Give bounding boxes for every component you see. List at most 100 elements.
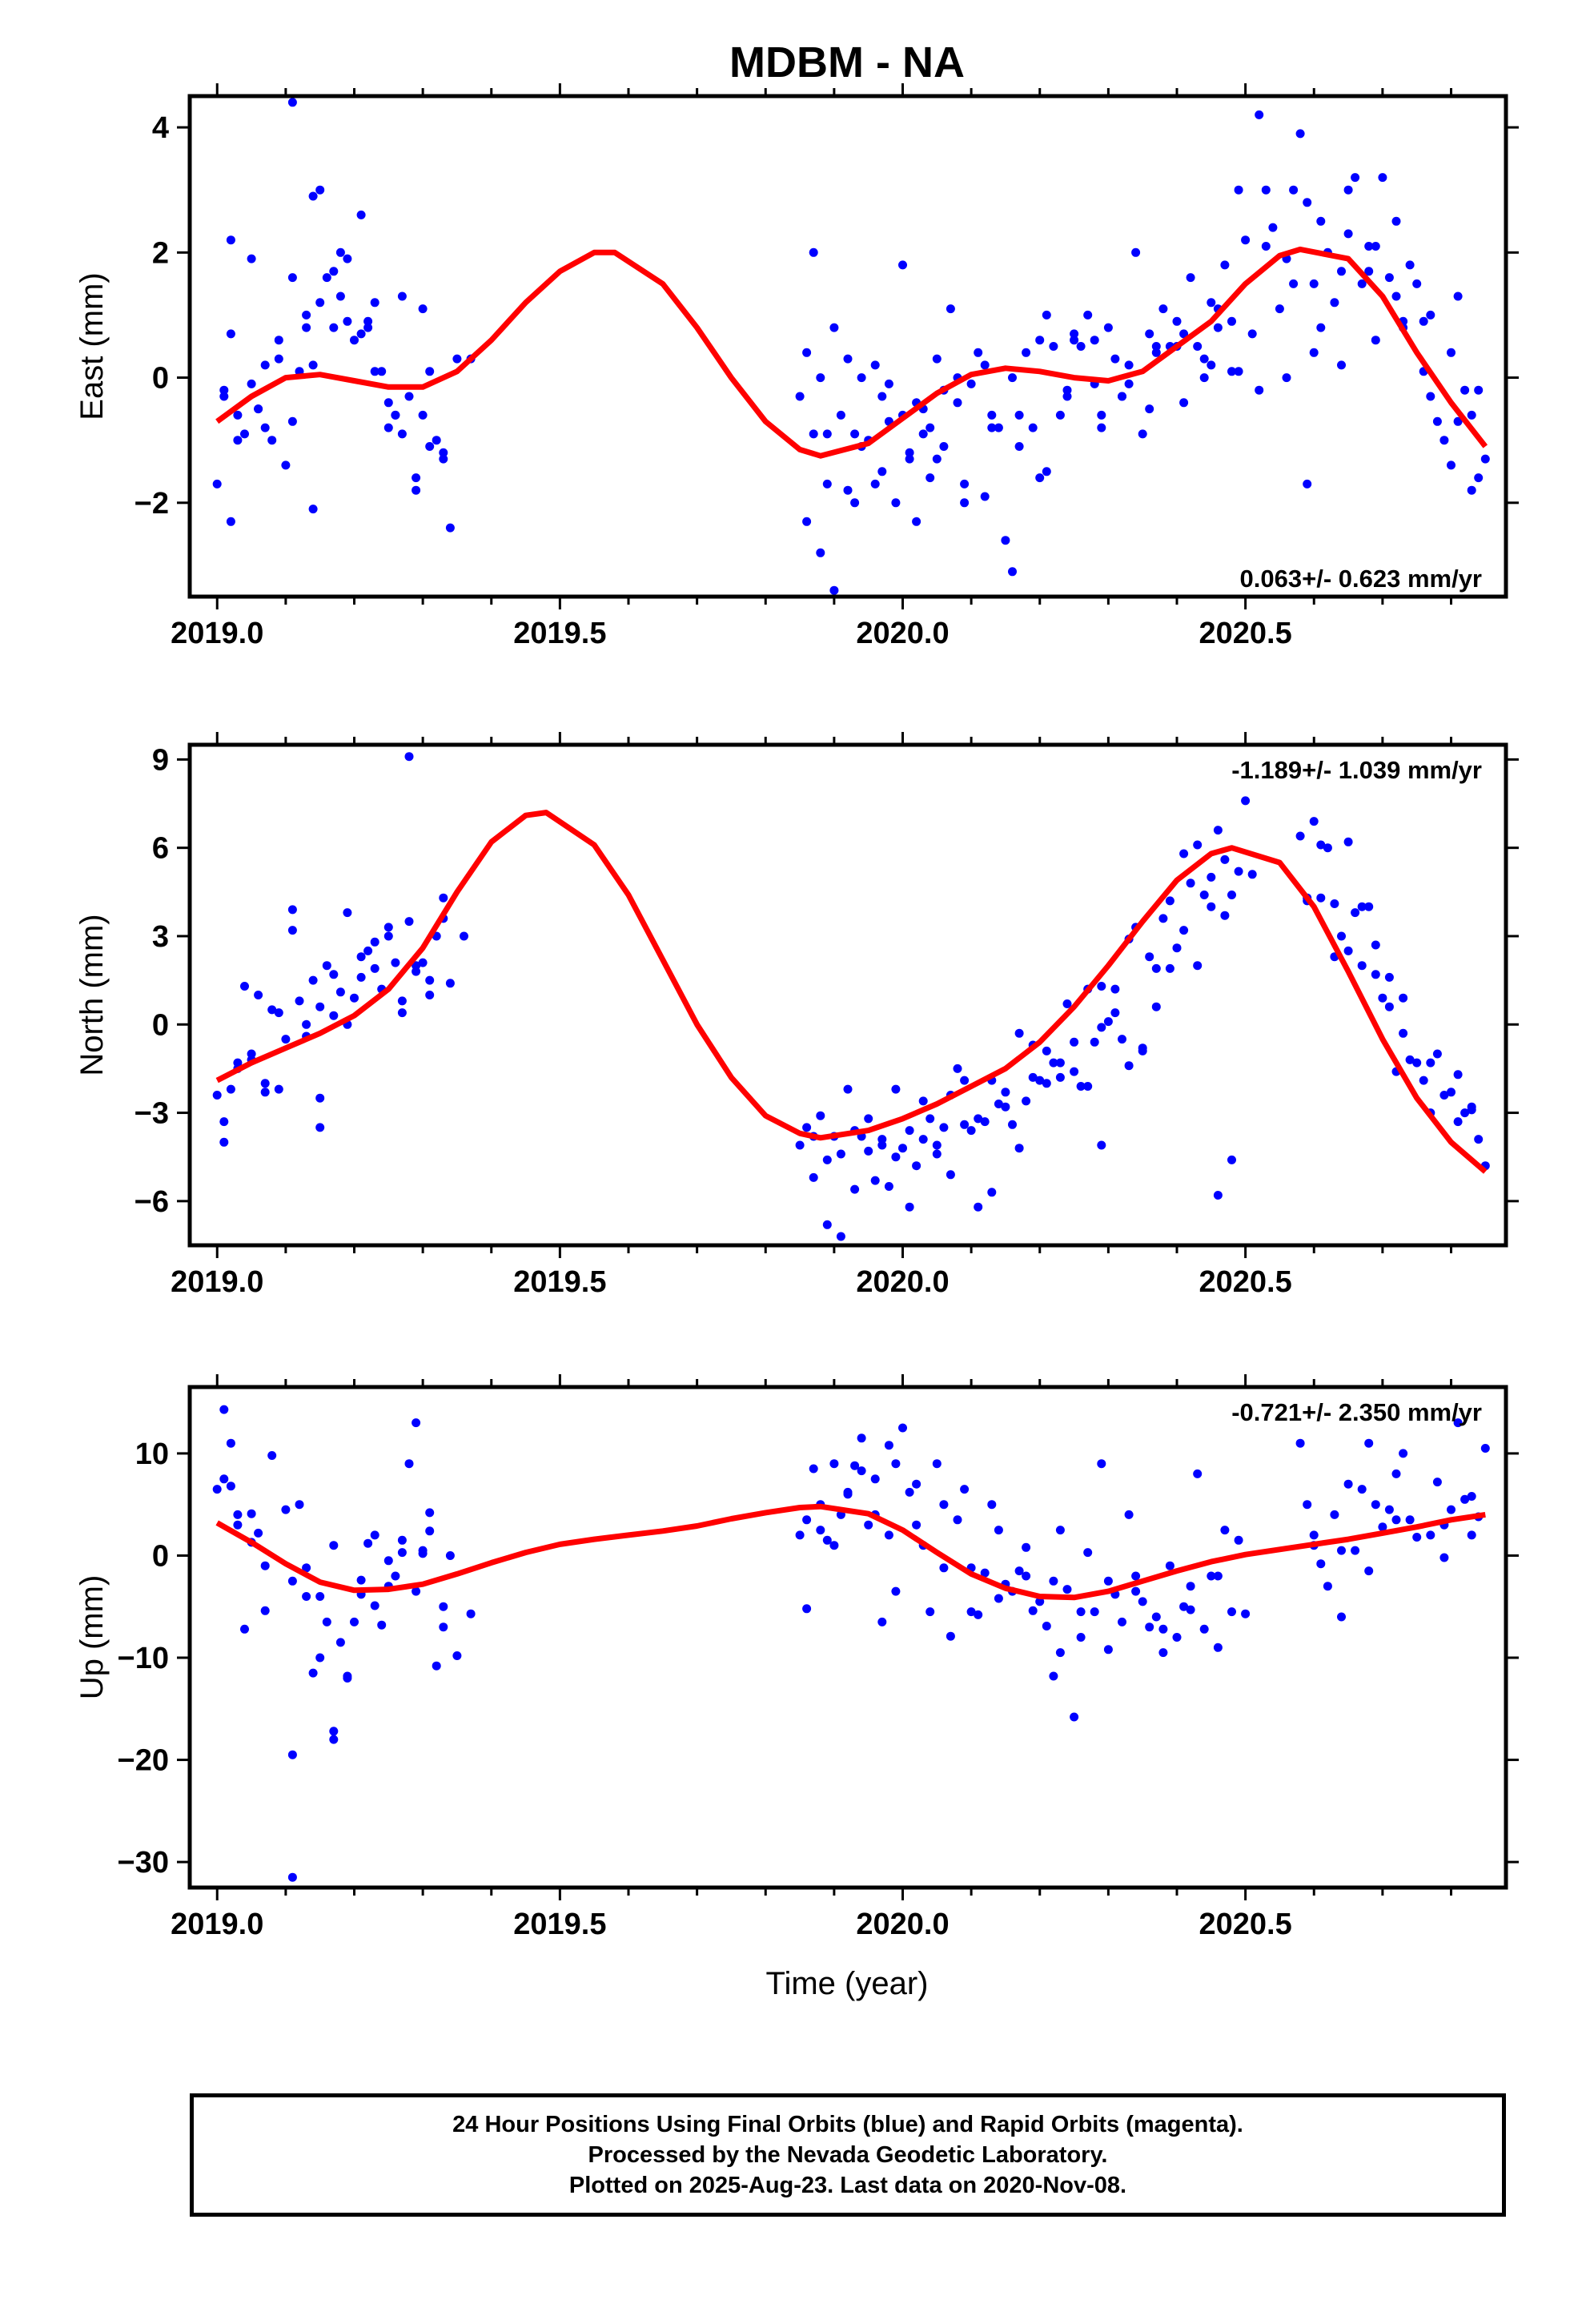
up-x-tick-label: 2019.5: [513, 1908, 606, 1941]
east-data-point: [1118, 392, 1126, 401]
north-data-point: [918, 1135, 928, 1144]
east-data-point: [425, 367, 435, 376]
up-data-point: [219, 1474, 229, 1484]
east-data-point: [918, 429, 928, 439]
north-panel: 2019.0 2019.5 2020.0 2020.5 −6 −3 0 3 6 9 North (m…: [74, 732, 1519, 1299]
north-data-point: [363, 946, 373, 955]
north-data-point: [418, 958, 428, 967]
north-data-point: [1399, 1028, 1408, 1038]
east-data-point: [1378, 173, 1387, 183]
north-data-point: [1076, 1082, 1086, 1091]
up-data-point: [1014, 1566, 1024, 1576]
east-data-point: [960, 479, 970, 489]
east-data-point: [884, 379, 893, 388]
east-data-point: [870, 360, 880, 370]
east-data-point: [891, 498, 901, 508]
north-data-point: [891, 1084, 901, 1094]
east-data-point: [1289, 279, 1299, 288]
north-data-point: [1227, 891, 1236, 899]
east-data-point: [1124, 360, 1134, 370]
east-data-point: [1261, 185, 1271, 195]
up-rate-label: -0.721+/- 2.350 mm/yr: [1231, 1398, 1482, 1426]
up-data-point: [383, 1556, 393, 1566]
up-data-point: [350, 1617, 359, 1626]
east-data-point: [1042, 310, 1051, 320]
north-data-point: [1439, 1091, 1449, 1100]
up-data-point: [1227, 1607, 1236, 1617]
east-data-point: [1289, 185, 1299, 195]
east-data-point: [1138, 429, 1147, 439]
north-data-point: [1357, 961, 1367, 971]
east-data-point: [1419, 316, 1428, 326]
up-data-point: [404, 1459, 414, 1469]
north-data-point: [1419, 1076, 1428, 1085]
up-data-point: [1193, 1469, 1203, 1478]
east-data-point: [226, 329, 235, 339]
north-data-point: [1145, 952, 1154, 962]
up-data-point: [1042, 1622, 1051, 1630]
east-data-point: [843, 354, 853, 364]
east-data-point: [870, 479, 880, 489]
north-y-tick-label: 0: [152, 1008, 169, 1042]
east-points: [212, 98, 1490, 595]
north-data-point: [322, 961, 331, 971]
up-data-point: [329, 1727, 339, 1736]
up-data-point: [829, 1459, 839, 1469]
east-data-point: [1295, 129, 1305, 139]
north-data-point: [864, 1146, 873, 1156]
north-data-point: [1316, 893, 1326, 903]
east-data-point: [1337, 360, 1346, 370]
up-data-point: [1351, 1546, 1360, 1555]
north-y-tick-label: 6: [152, 832, 169, 866]
east-data-point: [1014, 410, 1024, 420]
north-data-point: [1412, 1058, 1422, 1068]
north-data-point: [329, 970, 339, 979]
north-data-point: [960, 1076, 970, 1085]
up-data-point: [1097, 1459, 1106, 1469]
east-data-point: [281, 460, 291, 470]
north-data-point: [816, 1111, 825, 1120]
chart-canvas: MDBM - NA 2019.0 2019.5 2020.0 2020.5−2024E…: [74, 38, 1519, 2001]
east-data-point: [1172, 316, 1182, 326]
north-data-point: [1337, 931, 1346, 941]
east-data-point: [926, 473, 935, 483]
east-data-point: [850, 498, 860, 508]
east-data-point: [816, 373, 825, 383]
east-data-point: [274, 336, 283, 345]
north-data-point: [974, 1114, 983, 1124]
north-data-point: [1323, 843, 1332, 853]
north-data-point: [926, 1114, 935, 1124]
north-data-point: [1151, 1002, 1161, 1011]
east-data-point: [960, 498, 970, 508]
up-data-point: [329, 1541, 339, 1550]
north-data-point: [425, 991, 435, 999]
east-data-point: [1255, 385, 1264, 395]
north-data-point: [1097, 982, 1106, 991]
north-data-point: [1001, 1088, 1010, 1097]
east-data-point: [1035, 473, 1045, 483]
east-data-point: [1090, 336, 1099, 345]
east-data-point: [1213, 323, 1223, 332]
up-data-point: [418, 1549, 428, 1558]
north-data-point: [287, 926, 297, 935]
north-data-point: [1070, 1067, 1079, 1076]
east-data-point: [932, 454, 942, 464]
north-y-tick-label: 3: [152, 920, 169, 954]
up-y-tick-label: 0: [152, 1539, 169, 1573]
footer-box: 24 Hour Positions Using Final Orbits (bl…: [190, 2093, 1506, 2217]
east-data-point: [1186, 273, 1195, 283]
north-frame: [187, 742, 1508, 1248]
up-data-point: [1151, 1612, 1161, 1622]
east-data-point: [1145, 404, 1154, 414]
up-y-tick-label: 10: [135, 1437, 169, 1471]
north-data-point: [1083, 1082, 1093, 1091]
east-data-point: [905, 454, 914, 464]
north-data-point: [445, 979, 455, 988]
east-data-point: [226, 235, 235, 245]
north-data-point: [315, 1002, 325, 1011]
up-data-point: [953, 1515, 962, 1525]
east-data-point: [1241, 235, 1251, 245]
east-data-point: [315, 298, 325, 308]
east-data-point: [404, 392, 414, 401]
north-data-point: [1405, 1055, 1415, 1064]
